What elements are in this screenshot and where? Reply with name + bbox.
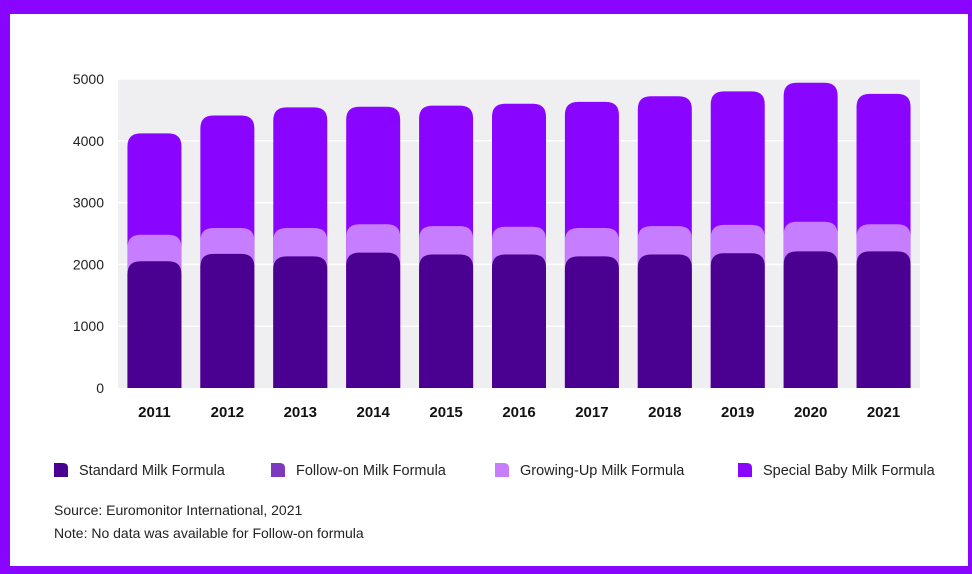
data-note: Note: No data was available for Follow-o… — [54, 525, 364, 541]
x-tick-label: 2017 — [575, 404, 608, 421]
bar-segment — [710, 253, 765, 388]
source-note: Source: Euromonitor International, 2021 — [54, 502, 303, 518]
legend-label: Growing-Up Milk Formula — [520, 463, 685, 479]
x-tick-label: 2021 — [867, 404, 900, 421]
y-tick-label: 4000 — [73, 133, 104, 149]
bar-segment — [856, 251, 911, 388]
x-tick-label: 2016 — [502, 404, 535, 421]
legend-swatch — [495, 463, 509, 477]
legend-swatch — [738, 463, 752, 477]
legend-swatch — [54, 463, 68, 477]
legend-swatch — [271, 463, 285, 477]
bar-segment — [419, 254, 474, 388]
x-tick-label: 2013 — [284, 404, 317, 421]
legend-label: Standard Milk Formula — [79, 463, 226, 479]
x-tick-label: 2015 — [429, 404, 462, 421]
legend-label: Follow-on Milk Formula — [296, 463, 447, 479]
x-tick-label: 2012 — [211, 404, 244, 421]
y-tick-label: 0 — [96, 380, 104, 396]
legend-label: Special Baby Milk Formula — [763, 463, 936, 479]
y-tick-label: 2000 — [73, 256, 104, 272]
bar-segment — [273, 256, 328, 388]
y-tick-label: 5000 — [73, 71, 104, 87]
x-tick-label: 2014 — [356, 404, 390, 421]
bar-segment — [346, 252, 401, 388]
bar-segment — [783, 251, 838, 388]
x-tick-label: 2020 — [794, 404, 827, 421]
bar-segment — [127, 261, 182, 388]
bar-segment — [200, 253, 255, 388]
x-tick-label: 2018 — [648, 404, 681, 421]
bar-segment — [564, 256, 619, 388]
x-tick-label: 2011 — [138, 404, 171, 421]
x-tick-label: 2019 — [721, 404, 754, 421]
bar-segment — [492, 254, 546, 388]
bar-segment — [637, 254, 692, 388]
y-tick-label: 1000 — [73, 318, 104, 334]
y-tick-label: 3000 — [73, 195, 104, 211]
